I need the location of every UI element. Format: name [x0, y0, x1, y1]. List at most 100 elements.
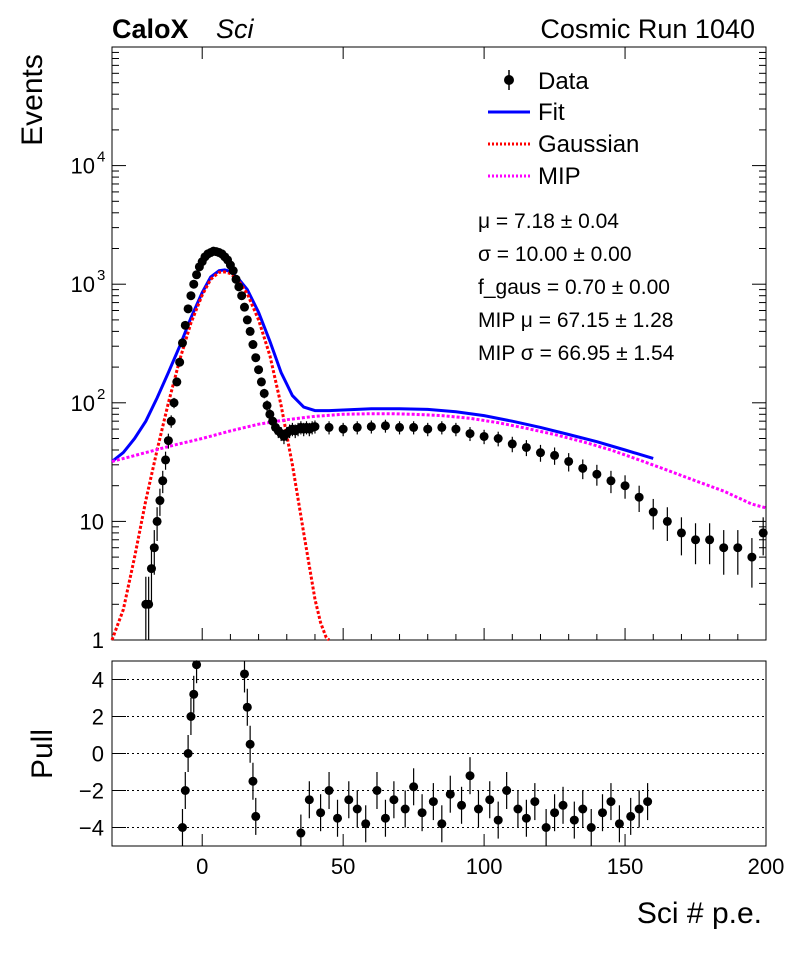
pull-point — [245, 739, 255, 749]
brand-subtitle: Sci — [216, 14, 255, 44]
data-point — [324, 422, 334, 432]
data-point — [254, 365, 264, 375]
pull-point — [248, 776, 258, 786]
main-data-points — [141, 246, 768, 640]
main-y-tick-label: 10 — [71, 391, 95, 416]
pull-point — [558, 800, 568, 810]
pull-point — [445, 789, 455, 799]
data-point — [242, 315, 252, 325]
data-point — [662, 516, 672, 526]
pull-y-tick-label: 4 — [92, 668, 104, 693]
data-point — [262, 400, 272, 410]
run-label: Cosmic Run 1040 — [540, 14, 755, 44]
data-point — [338, 424, 348, 434]
fit-parameters: μ = 7.18 ± 0.04 σ = 10.00 ± 0.00 f_gaus … — [478, 210, 675, 365]
pull-point — [606, 797, 616, 807]
data-point — [155, 496, 165, 506]
pull-point — [521, 813, 531, 823]
data-point — [592, 469, 602, 479]
brand-title: CaloX — [112, 14, 189, 44]
legend: Data Fit Gaussian MIP — [488, 68, 639, 190]
pull-point — [189, 689, 199, 699]
legend-entry-mip: MIP — [488, 163, 581, 190]
data-point — [180, 320, 190, 330]
data-point — [747, 552, 757, 562]
fit-param-sigma: σ = 10.00 ± 0.00 — [478, 243, 632, 266]
data-point — [169, 398, 179, 408]
pull-point — [502, 786, 512, 795]
pull-point — [316, 808, 326, 818]
gaussian-curve — [110, 270, 331, 642]
legend-entry-data: Data — [504, 68, 589, 95]
pull-point — [485, 795, 495, 805]
pull-point — [578, 804, 588, 814]
pull-y-axis-label: Pull — [26, 729, 59, 779]
legend-label-data: Data — [538, 68, 589, 95]
data-point — [239, 302, 249, 312]
data-point — [451, 424, 461, 434]
pull-point — [541, 823, 551, 832]
pull-point — [372, 786, 382, 795]
data-point — [245, 326, 255, 336]
main-y-axis-label: Events — [16, 54, 49, 146]
pull-point — [304, 795, 314, 805]
x-tick-label: 100 — [466, 854, 503, 879]
pull-point — [380, 813, 390, 823]
pull-point — [296, 828, 306, 838]
pull-point — [614, 819, 624, 829]
pull-point — [586, 823, 596, 832]
pull-point — [389, 795, 399, 805]
main-y-tick-label: 1 — [92, 628, 104, 653]
x-tick-label: 0 — [196, 854, 208, 879]
pull-point — [643, 797, 653, 807]
data-point — [380, 421, 390, 431]
data-point — [423, 424, 433, 434]
x-tick-label: 50 — [331, 854, 355, 879]
data-point — [437, 422, 447, 432]
legend-label-fit: Fit — [538, 99, 565, 126]
pull-point — [598, 808, 607, 818]
pull-point — [626, 811, 636, 821]
data-point — [237, 291, 247, 301]
data-point — [719, 543, 729, 553]
data-point — [606, 476, 616, 486]
data-point — [409, 422, 419, 432]
data-point — [161, 455, 171, 465]
legend-label-mip: MIP — [538, 163, 581, 190]
data-point — [758, 528, 768, 538]
legend-label-gaussian: Gaussian — [538, 131, 639, 158]
data-point — [183, 304, 193, 314]
main-y-tick-exponent: 4 — [97, 149, 105, 166]
data-point — [352, 422, 362, 432]
pull-point — [513, 804, 523, 814]
data-point — [733, 543, 743, 553]
legend-entry-fit: Fit — [488, 99, 565, 126]
pull-point — [242, 702, 252, 712]
pull-point — [344, 795, 354, 805]
data-point — [192, 270, 202, 280]
pull-y-tick-label: 2 — [92, 705, 104, 730]
pull-point — [180, 786, 190, 795]
main-y-tick-exponent: 2 — [97, 386, 105, 403]
data-point — [166, 416, 176, 426]
data-point — [676, 528, 686, 538]
data-point — [465, 429, 475, 439]
pull-point — [473, 804, 483, 814]
main-y-tick-label: 10 — [71, 154, 95, 179]
pull-point — [569, 815, 579, 825]
data-point — [228, 266, 238, 276]
x-tick-label: 200 — [748, 854, 785, 879]
pull-y-tick-label: −4 — [79, 816, 104, 841]
data-point — [158, 476, 168, 486]
main-y-tick-label: 10 — [80, 509, 104, 534]
pull-data-points — [177, 660, 653, 846]
pull-axis-ticks: 0 50 100 150 200 −4 −2 0 2 4 — [79, 668, 784, 880]
pull-point — [192, 660, 202, 670]
pull-y-tick-label: 0 — [92, 742, 104, 767]
data-point — [521, 442, 531, 452]
mip-curve — [111, 412, 767, 510]
pull-point — [251, 811, 261, 821]
data-point — [256, 377, 266, 387]
pull-point — [550, 808, 560, 818]
